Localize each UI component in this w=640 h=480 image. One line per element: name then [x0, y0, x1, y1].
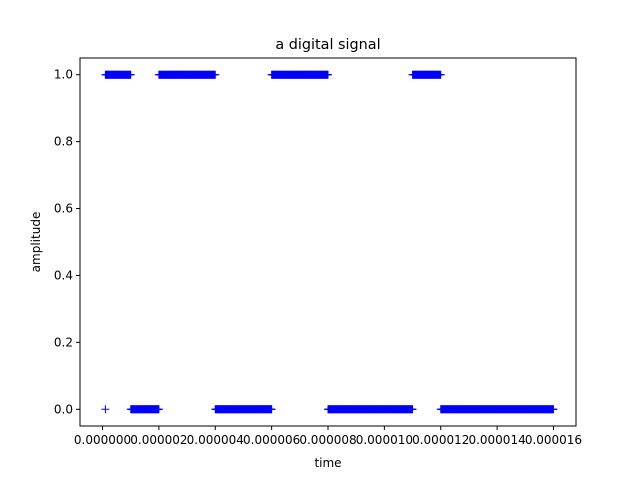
data-point	[408, 405, 417, 414]
x-tick-label: 0.000002	[130, 433, 187, 447]
x-tick-label: 0.000016	[525, 433, 582, 447]
data-point	[436, 70, 445, 79]
x-tick-label: 0.000010	[356, 433, 413, 447]
y-tick-label: 0.8	[54, 135, 73, 149]
x-tick-label: 0.000006	[243, 433, 300, 447]
x-tick-label: 0.000014	[468, 433, 525, 447]
data-points	[101, 70, 558, 414]
x-tick-label: 0.000008	[299, 433, 356, 447]
y-tick-label: 0.0	[54, 402, 73, 416]
y-tick-label: 0.2	[54, 335, 73, 349]
x-tick-label: 0.000004	[187, 433, 244, 447]
x-tick-label: 0.000012	[412, 433, 469, 447]
data-point	[549, 405, 558, 414]
data-point	[154, 405, 163, 414]
chart-title: a digital signal	[275, 37, 380, 53]
x-axis-label: time	[314, 456, 341, 470]
y-axis-ticks: 0.0 0.2 0.4 0.6 0.8 1.0	[54, 68, 80, 416]
plot-frame	[79, 57, 577, 427]
y-axis-label: amplitude	[29, 212, 43, 273]
y-tick-label: 0.6	[54, 202, 73, 216]
y-tick-label: 1.0	[54, 68, 73, 82]
data-point	[324, 70, 332, 79]
x-axis-ticks: 0.000000 0.000002 0.000004 0.000006 0.000008…	[74, 426, 582, 447]
data-point	[267, 405, 276, 414]
y-tick-label: 0.4	[54, 268, 73, 282]
x-tick-label: 0.000000	[74, 433, 131, 447]
data-point	[211, 70, 220, 79]
data-point	[126, 70, 135, 79]
data-point	[101, 405, 110, 414]
